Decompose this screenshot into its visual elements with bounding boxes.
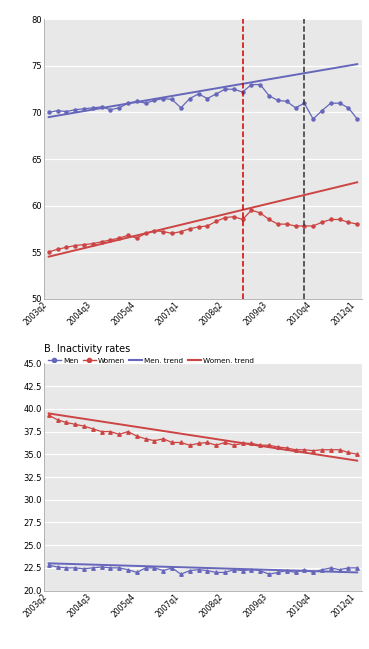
Text: B. Inactivity rates: B. Inactivity rates (44, 344, 131, 354)
Legend: Men, Women, Men, trend, Women, trend: Men, Women, Men, trend, Women, trend (48, 358, 254, 364)
